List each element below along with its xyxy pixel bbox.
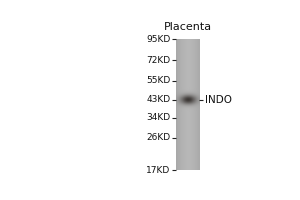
Text: 34KD: 34KD [146,113,170,122]
Text: 43KD: 43KD [146,95,170,104]
Text: 95KD: 95KD [146,35,170,44]
Text: Placenta: Placenta [164,22,211,32]
Text: 55KD: 55KD [146,76,170,85]
Text: 72KD: 72KD [146,56,170,65]
Text: 17KD: 17KD [146,166,170,175]
Text: 26KD: 26KD [146,133,170,142]
Text: INDO: INDO [206,95,233,105]
